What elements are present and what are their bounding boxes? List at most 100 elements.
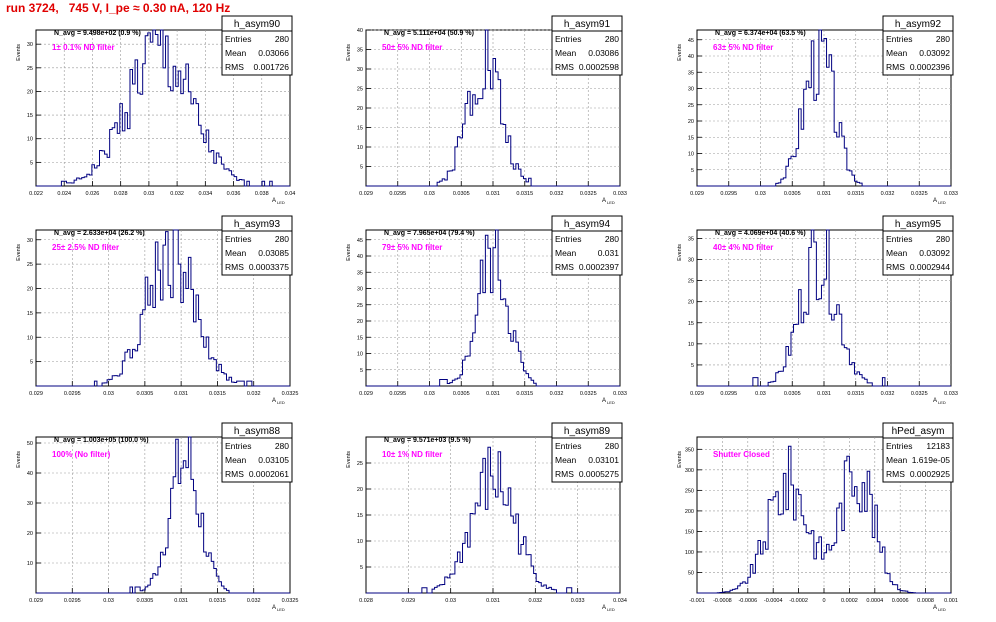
y-axis-title: Events	[346, 44, 352, 61]
y-tick-label: 30	[688, 258, 694, 264]
histogram-bin	[480, 260, 483, 386]
histogram-bin	[882, 547, 885, 593]
histogram-pad-h_asym95: 0.029 0.0295 0.03 0.0305 0.031 0.0315 0.032 0.0…	[677, 215, 958, 405]
histogram-bin	[511, 516, 514, 593]
histogram-bin	[204, 347, 207, 386]
histogram-bin	[216, 153, 219, 186]
histogram-bin	[219, 364, 222, 386]
x-tick-label: 0.0305	[784, 391, 801, 397]
histogram-bin	[66, 183, 69, 186]
y-tick-label: 10	[357, 539, 363, 545]
y-tick-label: 15	[688, 135, 694, 141]
histogram-bin	[94, 168, 97, 186]
histogram-bin	[529, 555, 532, 593]
filter-annotation: Shutter Closed	[713, 450, 770, 459]
histogram-bin	[138, 345, 141, 386]
stats-entries-label: Entries	[225, 441, 251, 451]
y-axis-title: Events	[346, 451, 352, 468]
x-axis-title-sub: LED	[277, 200, 285, 205]
histogram-bin	[183, 79, 186, 186]
histogram-bin	[860, 183, 863, 186]
histogram-series	[697, 445, 951, 594]
histogram-bin	[224, 374, 227, 386]
histogram-bin	[201, 513, 204, 593]
histogram-bin	[508, 488, 511, 593]
histogram-bin	[145, 277, 148, 386]
histogram-bin	[193, 322, 196, 386]
stats-box	[882, 230, 954, 276]
histogram-bin	[526, 374, 529, 386]
histogram-bin	[94, 381, 97, 386]
histogram-bin	[569, 588, 572, 593]
histogram-bin	[214, 360, 217, 386]
x-tick-label: 0.0006	[892, 598, 909, 604]
histogram-bin	[875, 505, 878, 593]
histogram-bin	[490, 89, 493, 186]
x-axis-title-sub: LED	[938, 200, 946, 205]
histogram-bin	[783, 367, 786, 386]
histogram-bin	[247, 381, 250, 386]
histogram-bin	[523, 179, 526, 186]
x-tick-label: 0.03	[103, 598, 114, 604]
histogram-bin	[166, 232, 169, 386]
plot-frame	[35, 229, 291, 387]
stats-entries-value: 12183	[926, 441, 950, 451]
histogram-bin	[171, 488, 174, 593]
histogram-bin	[465, 356, 468, 386]
histogram-bin	[150, 578, 153, 593]
stats-entries-value: 280	[605, 234, 619, 244]
histogram-bin	[181, 468, 184, 593]
histogram-bin	[206, 337, 209, 386]
histogram-bin	[424, 588, 427, 593]
histogram-bin	[478, 294, 481, 386]
stats-box-title: h_asym90	[234, 19, 281, 30]
histogram-bin	[173, 477, 176, 593]
x-tick-label: 0.0295	[389, 191, 406, 197]
histogram-bin	[781, 371, 784, 386]
histogram-bin	[186, 289, 189, 386]
histogram-bin	[115, 123, 118, 186]
x-tick-label: 0	[822, 598, 825, 604]
x-tick-label: 0.031	[817, 191, 831, 197]
histogram-bin	[768, 499, 771, 593]
stats-box-title: h_asym92	[895, 19, 942, 30]
stats-rms-value: 0.0002397	[579, 262, 619, 272]
histogram-bin	[554, 590, 557, 593]
histogram-bin	[160, 30, 163, 186]
histogram-bin	[506, 505, 509, 593]
x-tick-label: 0.03	[755, 191, 766, 197]
y-tick-label: 5	[691, 168, 694, 174]
histogram-bin	[844, 461, 847, 593]
y-tick-label: 40	[357, 28, 363, 34]
stats-mean-value: 0.03092	[919, 48, 950, 58]
histogram-bin	[153, 307, 156, 386]
histogram-bin	[503, 505, 506, 593]
histogram-bin	[801, 323, 804, 386]
stats-box-title: hPed_asym	[892, 426, 945, 437]
histogram-bin	[496, 497, 499, 593]
histogram-pad-h_asym93: 0.029 0.0295 0.03 0.0305 0.031 0.0315 0.032 0.0…	[16, 215, 298, 405]
histogram-bin	[450, 574, 453, 593]
histogram-bin	[743, 582, 746, 593]
histogram-bin	[158, 567, 161, 593]
y-tick-label: 20	[688, 119, 694, 125]
histogram-bin	[877, 542, 880, 593]
y-tick-label: 20	[27, 89, 33, 95]
x-axis-title: A	[933, 605, 937, 611]
histogram-bin	[89, 175, 92, 186]
histogram-bin	[761, 554, 764, 593]
histogram-bin	[196, 104, 199, 186]
histogram-bin	[735, 589, 738, 593]
histogram-bin	[755, 554, 758, 593]
histogram-bin	[201, 337, 204, 386]
x-tick-label: 0.029	[690, 191, 704, 197]
histogram-bin	[460, 375, 463, 386]
navg-label: N_avg = 4.069e+04 (40.6 %)	[715, 230, 806, 237]
y-tick-label: 25	[357, 303, 363, 309]
histogram-bin	[806, 314, 809, 386]
histogram-bin	[473, 333, 476, 386]
histogram-bin	[827, 230, 830, 386]
x-tick-label: 0.029	[359, 391, 373, 397]
histogram-bin	[496, 230, 499, 386]
histogram-bin	[171, 91, 174, 186]
